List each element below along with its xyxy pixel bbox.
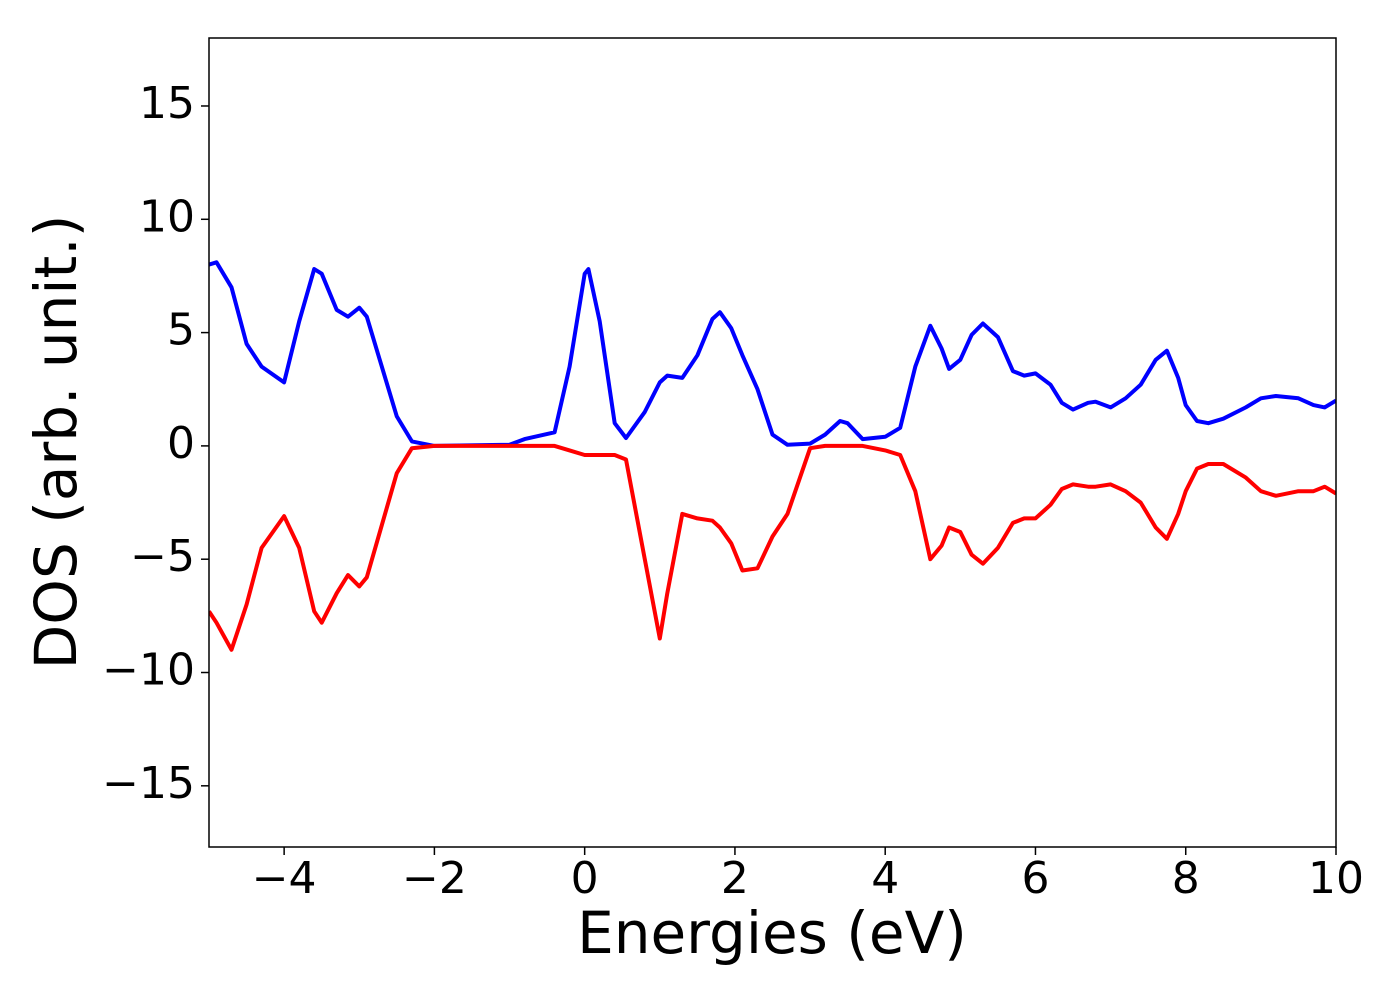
x-tick-label: 10	[1308, 853, 1364, 904]
x-tick-label: −4	[252, 853, 317, 904]
dos-line	[209, 443, 1336, 652]
y-tick-label: −10	[102, 645, 195, 696]
y-tick-label: −15	[102, 758, 195, 809]
y-tick-label: 15	[139, 78, 195, 129]
x-tick-label: 6	[1021, 853, 1049, 904]
x-tick-label: 0	[571, 853, 599, 904]
plot-frame	[208, 37, 1337, 848]
x-tick-label: 8	[1172, 853, 1200, 904]
dos-line	[209, 260, 1336, 448]
y-tick-label: 0	[167, 418, 195, 469]
x-tick-label: 2	[721, 853, 749, 904]
y-axis-label: DOS (arb. unit.)	[22, 215, 90, 670]
x-tick-label: 4	[871, 853, 899, 904]
y-tick-label: −5	[130, 531, 195, 582]
y-tick-label: 10	[139, 191, 195, 242]
x-tick-label: −2	[402, 853, 467, 904]
y-tick-label: 5	[167, 305, 195, 356]
x-axis-label: Energies (eV)	[577, 899, 967, 967]
